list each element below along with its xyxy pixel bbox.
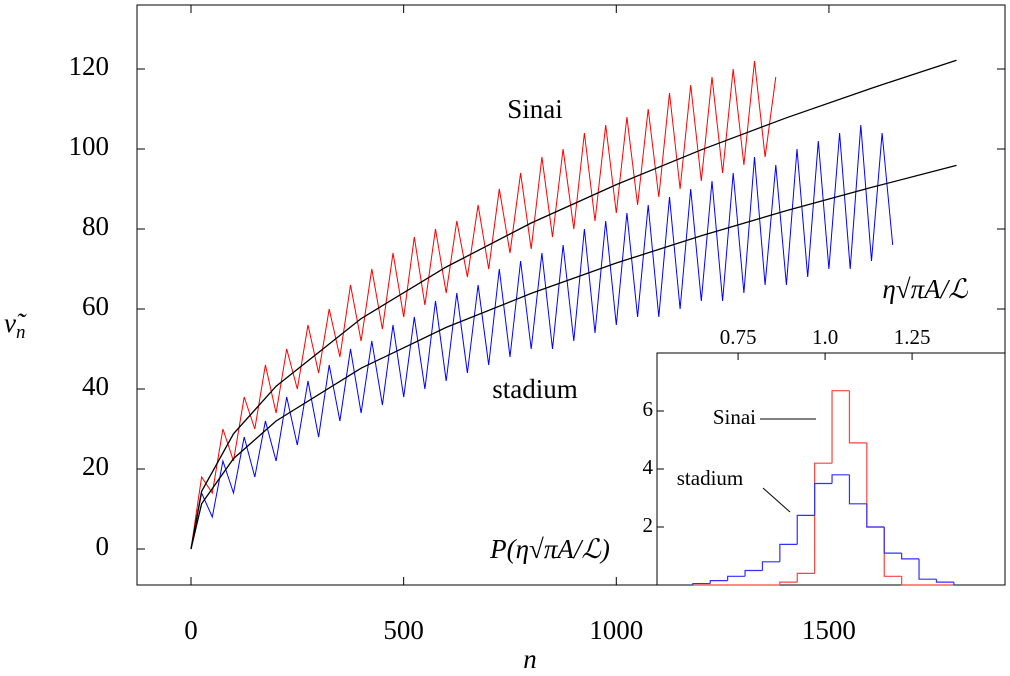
hist-step xyxy=(866,503,885,528)
y-tick-label: 20 xyxy=(82,451,109,481)
hist-step xyxy=(692,582,711,585)
hist-step xyxy=(796,514,815,545)
inset-series-label: stadium xyxy=(677,466,744,490)
hist-step xyxy=(831,390,850,464)
y-tick-label: 40 xyxy=(82,371,109,401)
inset-x-label: η√πA/ℒ xyxy=(882,274,968,304)
annotation: Sinai xyxy=(507,94,563,124)
data-line xyxy=(190,60,777,550)
main-plot: 0 500 1000 1500 0 20 40 60 80 100 120 xyxy=(69,5,1005,645)
y-tick-label: 120 xyxy=(69,51,110,81)
inset-x-tick-label: 1.0 xyxy=(812,325,838,349)
hist-step xyxy=(918,558,937,580)
inset-plot: 0.75 1.0 1.25 2 4 6 xyxy=(643,325,955,586)
hist-step xyxy=(796,572,815,583)
hist-step xyxy=(831,474,850,484)
hist-step xyxy=(779,543,798,562)
inset-y-tick-label: 2 xyxy=(643,513,654,537)
hist-step xyxy=(744,569,763,577)
hist-step xyxy=(814,462,833,574)
inset-x-tick-label: 0.75 xyxy=(720,325,757,349)
inset-y-label: P(η√πA/ℒ) xyxy=(489,534,610,564)
hist-step xyxy=(814,482,833,516)
x-tick-label: 500 xyxy=(383,615,424,645)
y-label-subscript: n xyxy=(16,322,26,343)
inset-y-tick-label: 6 xyxy=(643,397,654,421)
data-line xyxy=(190,124,894,550)
x-tick-label: 1000 xyxy=(589,615,643,645)
x-tick-label: 1500 xyxy=(802,615,856,645)
fit-line xyxy=(190,164,957,550)
inset-frame xyxy=(656,352,1006,586)
hist-step xyxy=(761,561,780,571)
x-axis-label: n xyxy=(523,644,537,674)
y-tick-label: 0 xyxy=(96,531,110,561)
inset-series-label: Sinai xyxy=(713,405,756,429)
hist-step xyxy=(709,580,728,584)
inset-x-tick-label: 1.25 xyxy=(894,325,931,349)
hist-step xyxy=(848,390,867,444)
hist-step xyxy=(901,576,920,586)
y-tick-label: 100 xyxy=(69,131,110,161)
hist-step xyxy=(779,581,798,585)
y-tick-label: 80 xyxy=(82,211,109,241)
hist-step xyxy=(848,474,867,505)
hist-step xyxy=(935,579,954,583)
hist-step xyxy=(727,575,746,581)
leader-line xyxy=(762,487,791,513)
hist-step xyxy=(883,527,902,554)
inset-y-tick-label: 4 xyxy=(643,455,654,479)
x-tick-label: 0 xyxy=(184,615,198,645)
y-axis-label: ν̃n xyxy=(4,308,27,343)
annotation: stadium xyxy=(492,374,578,404)
fit-line xyxy=(190,59,957,550)
y-tick-label: 60 xyxy=(82,291,109,321)
hist-step xyxy=(901,553,920,560)
